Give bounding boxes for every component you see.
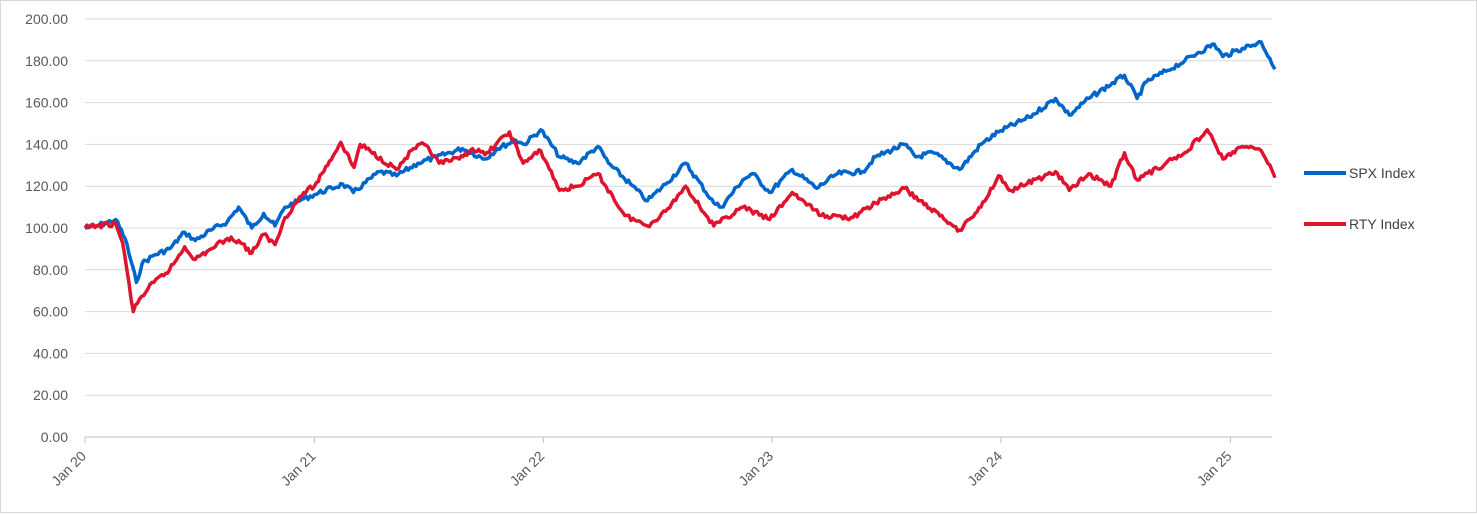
legend: SPX Index RTY Index: [1304, 165, 1415, 232]
legend-label: RTY Index: [1349, 216, 1415, 232]
y-tick-label: 140.00: [25, 136, 68, 152]
y-tick-label: 120.00: [25, 178, 68, 194]
y-axis-ticks: 0.00 20.00 40.00 60.00 80.00 100.00 120.00 140.…: [25, 11, 68, 445]
x-tick-label: Jan 20: [48, 448, 89, 489]
y-tick-label: 200.00: [25, 11, 68, 27]
x-tick-label: Jan 23: [735, 448, 776, 489]
y-tick-label: 20.00: [33, 387, 68, 403]
x-tick-label: Jan 25: [1194, 448, 1235, 489]
series-line-spx-index: [84, 39, 1277, 285]
y-tick-label: 60.00: [33, 304, 68, 320]
gridlines: [85, 18, 1272, 438]
x-tick-label: Jan 24: [964, 448, 1005, 489]
x-tick-label: Jan 21: [278, 448, 319, 489]
x-tick-label: Jan 22: [506, 448, 547, 489]
legend-label: SPX Index: [1349, 165, 1415, 181]
x-axis: Jan 20 Jan 21 Jan 22 Jan 23 Jan 24 Jan 25: [48, 436, 1272, 489]
y-tick-label: 40.00: [33, 345, 68, 361]
y-tick-label: 80.00: [33, 262, 68, 278]
y-tick-label: 180.00: [25, 53, 68, 69]
y-tick-label: 0.00: [41, 429, 68, 445]
series-lines: [83, 39, 1277, 314]
series-line-rty-index: [83, 128, 1277, 314]
y-tick-label: 160.00: [25, 95, 68, 111]
y-tick-label: 100.00: [25, 220, 68, 236]
